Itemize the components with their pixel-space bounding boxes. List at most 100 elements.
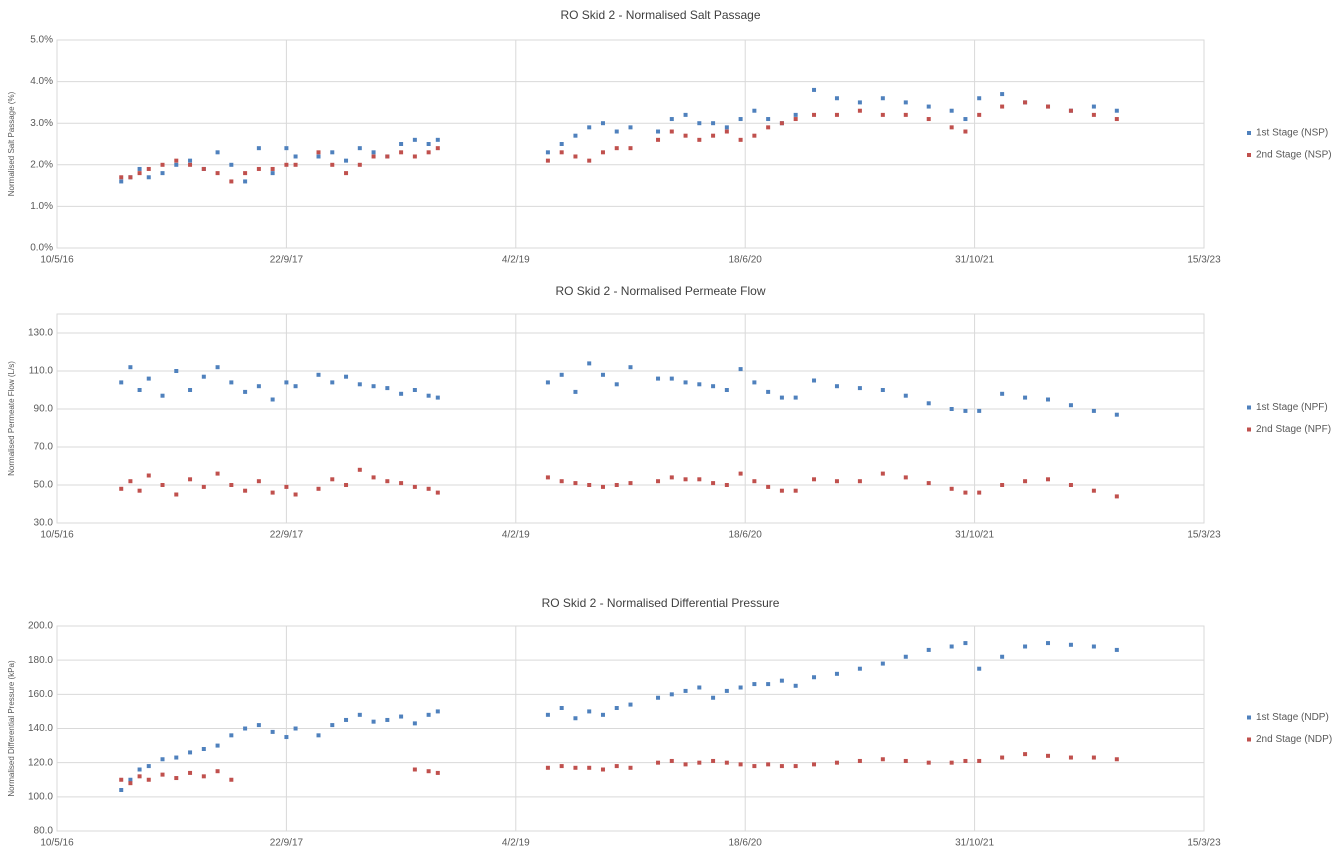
point bbox=[724, 483, 729, 487]
point bbox=[1046, 104, 1051, 109]
legend-marker bbox=[1247, 715, 1251, 720]
point bbox=[1046, 477, 1051, 482]
point bbox=[146, 764, 151, 769]
point bbox=[435, 137, 440, 142]
point bbox=[752, 764, 757, 769]
point bbox=[926, 104, 931, 109]
point bbox=[656, 129, 661, 134]
point bbox=[977, 758, 982, 763]
y-tick-label: 3.0% bbox=[30, 118, 53, 129]
point bbox=[1114, 117, 1119, 122]
point bbox=[270, 490, 275, 495]
point bbox=[229, 380, 234, 385]
point bbox=[1091, 755, 1096, 760]
x-tick-label: 18/6/20 bbox=[729, 255, 763, 266]
point bbox=[697, 121, 702, 126]
point bbox=[573, 765, 578, 770]
point bbox=[284, 735, 289, 740]
point bbox=[385, 154, 390, 159]
point bbox=[793, 112, 798, 117]
point bbox=[903, 654, 908, 659]
point bbox=[926, 117, 931, 122]
point bbox=[119, 486, 124, 491]
point bbox=[949, 108, 954, 113]
point bbox=[545, 150, 550, 155]
plot-border bbox=[56, 39, 1205, 249]
point bbox=[293, 726, 298, 731]
point bbox=[426, 393, 431, 398]
point bbox=[724, 688, 729, 693]
point bbox=[963, 408, 968, 413]
point bbox=[399, 714, 404, 719]
point bbox=[697, 382, 702, 387]
y-axis-title: Normalised Permeate Flow (L/s) bbox=[7, 361, 16, 476]
point bbox=[412, 154, 417, 159]
point bbox=[559, 764, 564, 769]
point bbox=[1114, 757, 1119, 762]
point bbox=[201, 374, 206, 379]
point bbox=[656, 376, 661, 381]
point bbox=[711, 695, 716, 700]
point bbox=[573, 389, 578, 394]
point bbox=[1000, 391, 1005, 396]
point bbox=[137, 166, 142, 171]
point bbox=[614, 706, 619, 710]
point bbox=[711, 758, 716, 763]
point bbox=[977, 408, 982, 413]
y-tick-label: 0.0% bbox=[30, 243, 53, 254]
point bbox=[201, 166, 206, 171]
point bbox=[600, 121, 605, 126]
point bbox=[1000, 104, 1005, 109]
point bbox=[614, 382, 619, 387]
point bbox=[160, 162, 165, 167]
point bbox=[683, 762, 688, 767]
point bbox=[128, 479, 133, 484]
point bbox=[1068, 483, 1073, 487]
point bbox=[857, 758, 862, 763]
point bbox=[229, 483, 234, 487]
x-tick-label: 4/2/19 bbox=[502, 838, 530, 849]
point bbox=[724, 760, 729, 765]
y-tick-label: 110.0 bbox=[29, 366, 54, 377]
point bbox=[600, 150, 605, 155]
point bbox=[426, 150, 431, 155]
point bbox=[880, 388, 885, 392]
point bbox=[793, 764, 798, 769]
point bbox=[738, 117, 743, 122]
point bbox=[697, 685, 702, 690]
point bbox=[683, 380, 688, 385]
point bbox=[793, 683, 798, 688]
point bbox=[587, 361, 592, 366]
point bbox=[137, 388, 142, 392]
legend-label: 2nd Stage (NSP) bbox=[1256, 150, 1332, 161]
point bbox=[656, 760, 661, 765]
point bbox=[243, 179, 248, 184]
point bbox=[903, 758, 908, 763]
point bbox=[243, 171, 248, 176]
point bbox=[426, 142, 431, 146]
point bbox=[243, 726, 248, 731]
point bbox=[724, 129, 729, 134]
point bbox=[357, 382, 362, 387]
point bbox=[119, 777, 124, 782]
point bbox=[752, 682, 757, 687]
point bbox=[371, 384, 376, 389]
point bbox=[628, 765, 633, 770]
point bbox=[412, 484, 417, 489]
point bbox=[137, 171, 142, 176]
point bbox=[293, 162, 298, 167]
point bbox=[949, 760, 954, 765]
point bbox=[656, 137, 661, 142]
point bbox=[752, 479, 757, 484]
point bbox=[614, 129, 619, 134]
point bbox=[738, 471, 743, 476]
point bbox=[600, 484, 605, 489]
legend-label: 1st Stage (NDP) bbox=[1256, 712, 1329, 723]
point bbox=[119, 788, 124, 792]
point bbox=[160, 772, 165, 777]
point bbox=[215, 769, 220, 774]
point bbox=[270, 166, 275, 171]
x-tick-label: 31/10/21 bbox=[955, 255, 994, 266]
y-tick-label: 4.0% bbox=[30, 76, 53, 87]
chart-title: RO Skid 2 - Normalised Salt Passage bbox=[560, 8, 760, 22]
